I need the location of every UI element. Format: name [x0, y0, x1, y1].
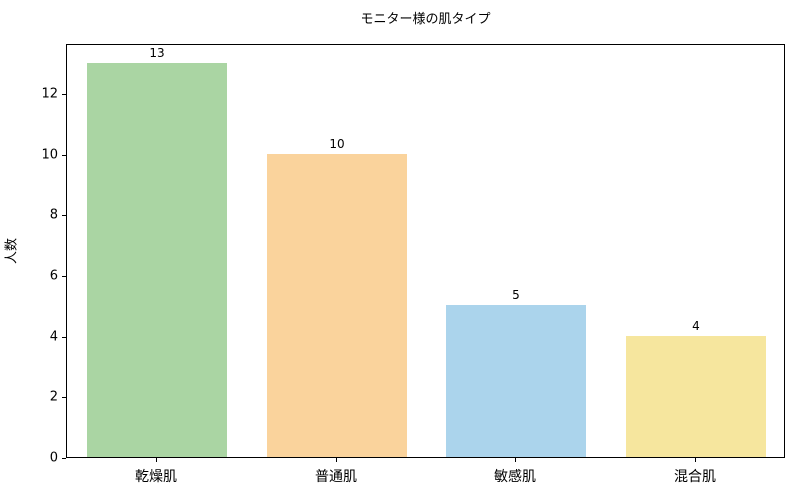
x-tick-mark — [695, 458, 696, 462]
bar-普通肌 — [267, 154, 407, 457]
bar-value-label: 4 — [692, 319, 700, 333]
y-tick-mark — [62, 397, 66, 398]
x-tick-label-普通肌: 普通肌 — [315, 469, 357, 485]
y-tick-mark — [62, 215, 66, 216]
x-tick-label-敏感肌: 敏感肌 — [494, 469, 536, 485]
y-tick-mark — [62, 94, 66, 95]
x-tick-mark — [515, 458, 516, 462]
x-tick-mark — [336, 458, 337, 462]
y-tick-label: 8 — [49, 207, 58, 223]
bar-value-label: 13 — [149, 46, 165, 60]
bar-value-label: 5 — [512, 288, 520, 302]
y-tick-mark — [62, 458, 66, 459]
y-tick-label: 2 — [49, 389, 58, 405]
bar-乾燥肌 — [87, 63, 227, 457]
y-tick-label: 0 — [49, 450, 58, 466]
y-tick-label: 6 — [49, 268, 58, 284]
y-axis-label: 人数 — [4, 237, 20, 265]
y-tick-mark — [62, 337, 66, 338]
y-tick-label: 4 — [49, 329, 58, 345]
x-tick-mark — [156, 458, 157, 462]
bar-混合肌 — [626, 336, 766, 457]
chart-title: モニター様の肌タイプ — [360, 12, 491, 27]
y-tick-mark — [62, 155, 66, 156]
x-tick-label-乾燥肌: 乾燥肌 — [135, 469, 177, 485]
y-tick-label: 12 — [41, 86, 58, 102]
y-tick-mark — [62, 276, 66, 277]
y-tick-label: 10 — [41, 147, 58, 163]
bar-敏感肌 — [446, 305, 586, 457]
plot-area: 13 10 5 4 — [66, 44, 785, 458]
bar-value-label: 10 — [329, 137, 345, 151]
x-tick-label-混合肌: 混合肌 — [674, 469, 716, 485]
